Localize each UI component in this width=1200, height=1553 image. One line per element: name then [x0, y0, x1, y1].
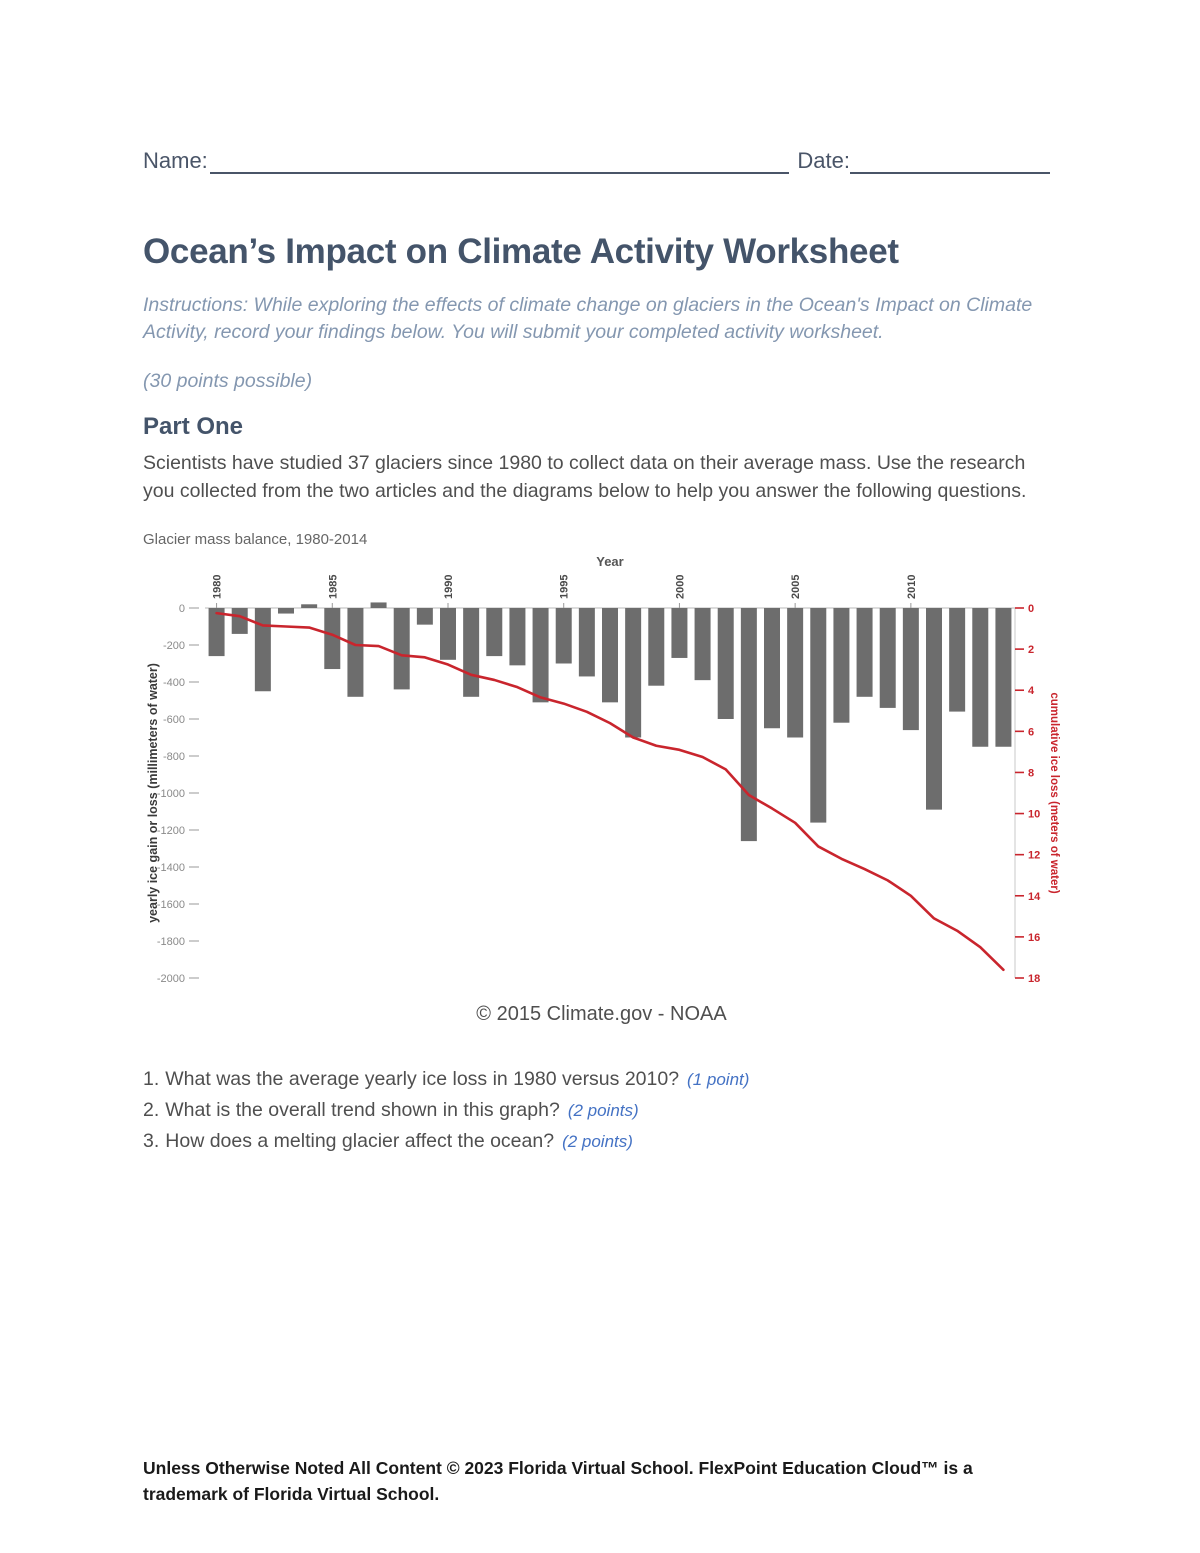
question-text: How does a melting glacier affect the oc… — [165, 1129, 555, 1152]
svg-text:8: 8 — [1028, 768, 1034, 780]
question-text: What was the average yearly ice loss in … — [165, 1068, 680, 1091]
svg-text:2000: 2000 — [674, 575, 686, 599]
svg-text:-200: -200 — [163, 640, 185, 652]
svg-text:Year: Year — [596, 554, 623, 569]
question-number: 3. — [143, 1129, 160, 1152]
svg-text:-1800: -1800 — [157, 936, 185, 948]
svg-text:yearly ice gain or loss (milli: yearly ice gain or loss (millimeters of … — [146, 663, 160, 923]
question-item: 1. What was the average yearly ice loss i… — [143, 1064, 1050, 1095]
glacier-mass-balance-chart: Glacier mass balance, 1980-2014 0 -200 -40… — [143, 531, 1060, 1026]
svg-text:1990: 1990 — [443, 575, 455, 599]
question-item: 3. How does a melting glacier affect the … — [143, 1126, 1050, 1157]
question-points: (2 points) — [567, 1101, 639, 1121]
name-label: Name: — [143, 148, 208, 173]
chart-caption: © 2015 Climate.gov - NOAA — [476, 1003, 727, 1026]
name-date-row: Name: Date: — [143, 148, 1050, 174]
svg-text:6: 6 — [1028, 727, 1034, 739]
svg-text:2: 2 — [1028, 644, 1034, 656]
svg-text:4: 4 — [1028, 686, 1035, 698]
name-blank-line — [209, 150, 790, 174]
date-label: Date: — [797, 148, 850, 173]
footer-text: Unless Otherwise Noted All Content © 202… — [143, 1458, 973, 1504]
svg-text:2005: 2005 — [790, 575, 802, 599]
question-points: (2 points) — [562, 1131, 633, 1151]
svg-text:1980: 1980 — [212, 575, 224, 599]
svg-text:14: 14 — [1028, 891, 1041, 903]
svg-text:0: 0 — [179, 603, 185, 615]
question-number: 1. — [143, 1068, 160, 1091]
question-points: (1 point) — [687, 1070, 750, 1090]
svg-text:10: 10 — [1028, 809, 1040, 821]
question-text: What is the overall trend shown in this … — [165, 1099, 560, 1122]
svg-text:-1600: -1600 — [157, 899, 185, 911]
question-number: 2. — [143, 1099, 160, 1122]
svg-text:-400: -400 — [163, 677, 185, 689]
svg-text:1995: 1995 — [559, 575, 571, 599]
svg-text:0: 0 — [1028, 603, 1034, 615]
svg-text:1985: 1985 — [327, 575, 339, 599]
chart-title: Glacier mass balance, 1980-2014 — [143, 531, 368, 549]
svg-text:-800: -800 — [163, 751, 185, 763]
question-item: 2. What is the overall trend shown in thi… — [143, 1095, 1050, 1126]
instructions-text: Instructions: While exploring the effect… — [143, 294, 1033, 343]
svg-text:-600: -600 — [163, 714, 185, 726]
svg-text:-1400: -1400 — [157, 862, 185, 874]
svg-text:-2000: -2000 — [157, 973, 185, 985]
part-one-body: Scientists have studied 37 glaciers sinc… — [143, 451, 1027, 503]
svg-text:18: 18 — [1028, 973, 1040, 985]
points-possible: (30 points possible) — [143, 369, 313, 392]
svg-text:16: 16 — [1028, 932, 1040, 944]
date-blank-line — [850, 150, 1050, 174]
svg-text:12: 12 — [1028, 850, 1040, 862]
page-title: Ocean’s Impact on Climate Activity Works… — [143, 232, 899, 271]
glacier-chart-canvas: 0 -200 -400 -600 -800 -1000 -1200 -1400 -1600 -18… — [146, 554, 1060, 985]
part-one-heading: Part One — [143, 412, 244, 440]
svg-text:cumulative ice loss (meters of: cumulative ice loss (meters of water) — [1048, 693, 1060, 894]
svg-text:-1200: -1200 — [157, 825, 185, 837]
svg-text:2010: 2010 — [906, 575, 918, 599]
questions-list: 1. What was the average yearly ice loss i… — [143, 1064, 1050, 1156]
svg-text:-1000: -1000 — [157, 788, 185, 800]
